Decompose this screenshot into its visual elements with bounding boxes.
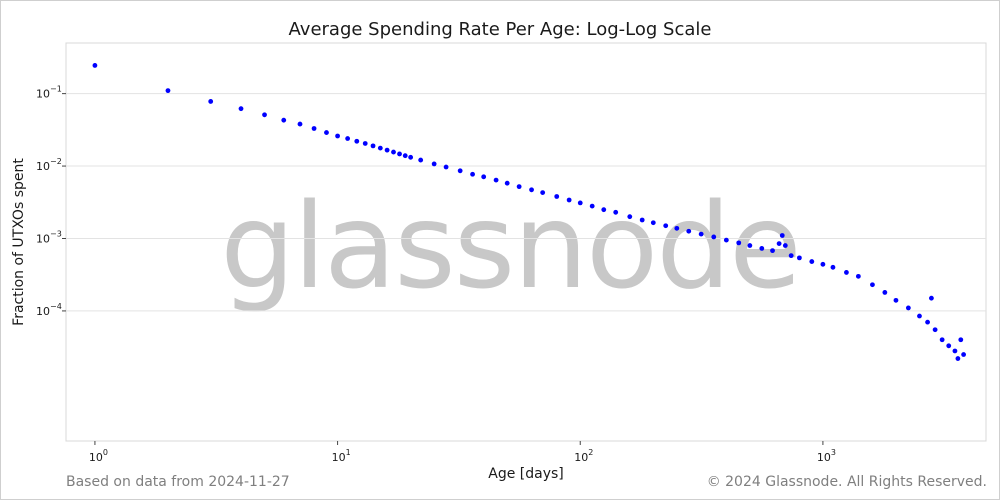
data-point <box>925 319 930 325</box>
data-point <box>627 214 633 220</box>
y-tick-label: 10−1 <box>36 85 62 101</box>
data-points <box>92 63 966 361</box>
data-point <box>961 352 966 357</box>
data-point <box>698 231 704 237</box>
data-point <box>345 136 351 141</box>
data-point <box>92 63 98 68</box>
data-point <box>354 138 360 144</box>
data-point <box>431 161 437 167</box>
x-tick-label: 100 <box>89 448 108 464</box>
y-axis-ticks: 10−1 10−2 10−3 10−4 <box>36 85 66 318</box>
data-point <box>711 234 717 240</box>
data-point <box>408 154 414 160</box>
data-point <box>281 117 287 123</box>
data-point <box>297 121 303 127</box>
data-point <box>362 141 368 146</box>
x-tick-label: 101 <box>332 448 351 464</box>
data-point <box>759 245 765 251</box>
data-point <box>457 168 463 174</box>
x-axis-label: Age [days] <box>488 466 564 482</box>
x-tick-label: 103 <box>817 448 836 464</box>
data-point <box>311 126 317 131</box>
data-point <box>589 203 595 209</box>
data-point <box>893 297 899 303</box>
data-point <box>481 174 487 180</box>
chart-title: Average Spending Rate Per Age: Log-Log S… <box>289 19 712 40</box>
data-point <box>917 313 922 319</box>
data-point <box>324 130 329 135</box>
watermark-logo: glassnode <box>220 177 799 315</box>
data-point <box>516 184 522 190</box>
data-point <box>770 248 775 254</box>
data-point <box>723 237 729 243</box>
data-point <box>747 243 753 248</box>
data-point <box>601 207 607 213</box>
x-tick-label: 102 <box>574 448 593 464</box>
data-point <box>830 264 836 270</box>
data-point <box>377 145 383 151</box>
y-tick-label: 10−4 <box>36 302 62 318</box>
data-point <box>402 153 408 159</box>
data-point <box>566 197 572 203</box>
data-point <box>529 187 534 193</box>
y-tick-label: 10−3 <box>36 229 62 245</box>
data-point <box>952 348 958 354</box>
data-point <box>470 171 475 177</box>
data-point <box>776 241 782 247</box>
data-point <box>946 343 952 349</box>
data-point <box>855 273 861 279</box>
plot-area <box>65 42 987 442</box>
y-axis-label: Fraction of UTXOs spent <box>11 158 27 326</box>
data-point <box>493 177 499 183</box>
data-point <box>932 327 938 333</box>
footer-copyright: © 2024 Glassnode. All Rights Reserved. <box>707 474 987 490</box>
grid <box>66 93 986 312</box>
data-point <box>779 233 785 238</box>
data-point <box>650 220 656 226</box>
data-point <box>554 194 560 199</box>
data-point <box>504 180 510 186</box>
data-point <box>882 290 888 295</box>
data-point <box>796 255 802 261</box>
data-point <box>384 147 390 153</box>
data-point <box>577 200 583 206</box>
data-point <box>939 337 945 343</box>
data-point <box>397 151 402 157</box>
data-point <box>639 217 645 223</box>
footer-data-date: Based on data from 2024-11-27 <box>66 474 290 490</box>
data-point <box>370 143 376 149</box>
data-point <box>674 225 680 231</box>
data-point <box>613 209 619 215</box>
data-point <box>208 99 214 104</box>
data-point <box>391 149 396 155</box>
data-point <box>663 223 669 229</box>
data-point <box>262 112 267 118</box>
data-point <box>443 164 449 170</box>
data-point <box>540 190 546 196</box>
data-point <box>238 106 244 112</box>
data-point <box>870 282 875 288</box>
data-point <box>686 228 692 234</box>
x-axis-ticks: 100 101 102 103 <box>89 441 836 464</box>
data-point <box>788 253 794 259</box>
data-point <box>905 305 911 311</box>
y-tick-label: 10−2 <box>36 157 62 173</box>
data-point <box>809 259 815 264</box>
data-point <box>736 240 742 246</box>
data-point <box>335 133 340 139</box>
data-point <box>782 243 788 248</box>
data-point <box>955 356 961 361</box>
data-point <box>929 295 934 301</box>
data-point <box>165 88 171 94</box>
data-point <box>820 261 826 267</box>
data-point <box>958 337 964 343</box>
data-point <box>844 270 849 275</box>
data-point <box>418 157 424 163</box>
